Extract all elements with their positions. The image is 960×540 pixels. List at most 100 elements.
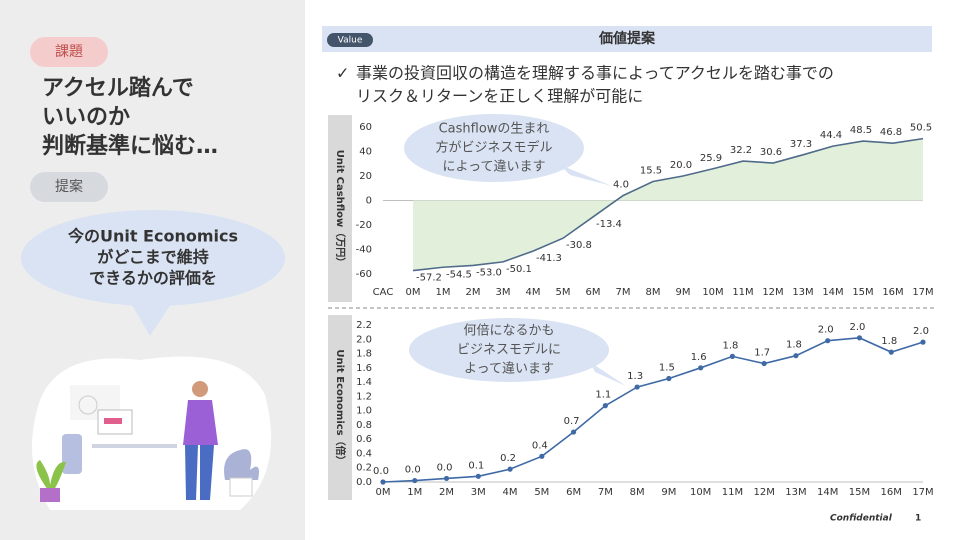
heading: アクセル踏んで <box>42 76 194 101</box>
annotation-text: Cashflowの生まれ <box>439 122 550 137</box>
marker <box>412 477 418 484</box>
confidential: Confidential <box>830 514 893 524</box>
x-tick-label: 8M <box>646 287 661 298</box>
value-label: 2.0 <box>850 322 866 333</box>
axis-label-strip <box>328 315 352 500</box>
tag-text: 提案 <box>55 178 83 195</box>
value-label: 37.3 <box>790 139 812 150</box>
y-axis-label: Unit Cashflow（万円） <box>334 150 347 268</box>
value-label: -53.0 <box>476 267 502 278</box>
plant <box>36 460 66 490</box>
marker <box>793 353 799 359</box>
value-label: 1.6 <box>691 352 707 363</box>
value-label: 50.5 <box>910 123 932 134</box>
value-label: 0.0 <box>405 465 421 476</box>
y-tick-label: 2.0 <box>356 334 372 345</box>
marker <box>443 475 450 482</box>
page-number: 1 <box>915 514 921 524</box>
marker <box>380 479 386 485</box>
chair <box>62 434 82 474</box>
value-label: 1.1 <box>595 390 611 401</box>
line <box>382 337 924 483</box>
value-label: 4.0 <box>613 180 629 191</box>
line <box>412 137 924 272</box>
x-tick-label: 2M <box>466 287 481 298</box>
header-bar <box>322 26 932 52</box>
bubble-tail <box>128 298 175 336</box>
value-label: 15.5 <box>640 166 662 177</box>
x-tick-label: 0M <box>376 487 391 498</box>
plant <box>224 449 259 480</box>
value-label: 0.7 <box>564 416 580 427</box>
x-tick-label: 16M <box>881 487 902 498</box>
value-pill <box>327 33 373 47</box>
x-tick-label: 6M <box>586 287 601 298</box>
x-tick-label: 4M <box>526 287 541 298</box>
area <box>413 138 923 271</box>
annotation-text: ビジネスモデルに <box>457 342 561 358</box>
marker <box>761 360 767 367</box>
x-tick-label: 1M <box>407 487 422 498</box>
y-tick-label: -40 <box>356 245 372 256</box>
x-tick-label: 1M <box>436 287 451 298</box>
y-tick-label: 60 <box>359 122 372 133</box>
x-tick-label: 9M <box>661 487 676 498</box>
x-tick-label: 9M <box>676 287 691 298</box>
y-tick-label: -20 <box>356 220 372 231</box>
annotation-bubble <box>404 114 584 182</box>
x-tick-label: 3M <box>496 287 511 298</box>
x-tick-label: 13M <box>785 487 806 498</box>
x-tick-label: 11M <box>732 287 753 298</box>
tag-pill <box>30 172 108 202</box>
y-tick-label: 1.8 <box>356 349 372 360</box>
value-label: 0.2 <box>500 453 516 464</box>
y-tick-label: 0.4 <box>356 448 372 459</box>
value-label: -13.4 <box>596 219 622 230</box>
value-label: 1.8 <box>786 340 802 351</box>
y-tick-label: -60 <box>356 269 372 280</box>
x-tick-label: 4M <box>503 487 518 498</box>
y-tick-label: 1.4 <box>356 377 372 388</box>
x-tick-label: 12M <box>762 287 783 298</box>
y-tick-label: 0 <box>366 196 372 207</box>
annotation-tail <box>560 165 612 186</box>
marker <box>539 453 545 459</box>
value-label: 25.9 <box>700 153 722 164</box>
value-label: 0.0 <box>437 462 453 473</box>
bubble-text: がどこまで維持 <box>97 248 209 267</box>
marker <box>570 429 577 435</box>
value-label: 1.5 <box>659 363 675 374</box>
annotation-text: 方がビジネスモデル <box>435 140 552 156</box>
value-label: 2.0 <box>913 326 929 337</box>
y-axis-label: Unit Economics（倍） <box>334 349 347 465</box>
x-tick-label: 16M <box>882 287 903 298</box>
value-label: 1.3 <box>627 371 643 382</box>
marker <box>920 339 926 345</box>
annotation-text: によって違います <box>443 160 546 175</box>
check-mark: ✓ <box>336 64 349 83</box>
x-tick-label: 7M <box>598 487 613 498</box>
bubble-text: 今のUnit Economics <box>67 227 238 246</box>
head <box>192 381 208 397</box>
marker <box>666 375 672 382</box>
value-label: 32.2 <box>730 145 752 156</box>
marker <box>888 349 894 355</box>
value-label: -30.8 <box>566 240 592 251</box>
x-tick-label: 17M <box>912 487 933 498</box>
y-tick-label: 0.6 <box>356 434 372 445</box>
screen <box>104 418 122 424</box>
value-label: 0.4 <box>532 440 548 451</box>
value-label: 1.8 <box>722 340 738 351</box>
y-tick-label: 2.2 <box>356 320 372 331</box>
value-label: 44.4 <box>820 130 842 141</box>
x-tick-label: 7M <box>616 287 631 298</box>
value-pill-text: Value <box>338 36 363 46</box>
x-tick-label: 10M <box>702 287 723 298</box>
x-tick-label: 8M <box>630 487 645 498</box>
value-label: -41.3 <box>536 253 562 264</box>
desk <box>92 444 177 448</box>
marker <box>602 403 608 409</box>
y-tick-label: 40 <box>359 147 372 158</box>
x-tick-label: 5M <box>556 287 571 298</box>
